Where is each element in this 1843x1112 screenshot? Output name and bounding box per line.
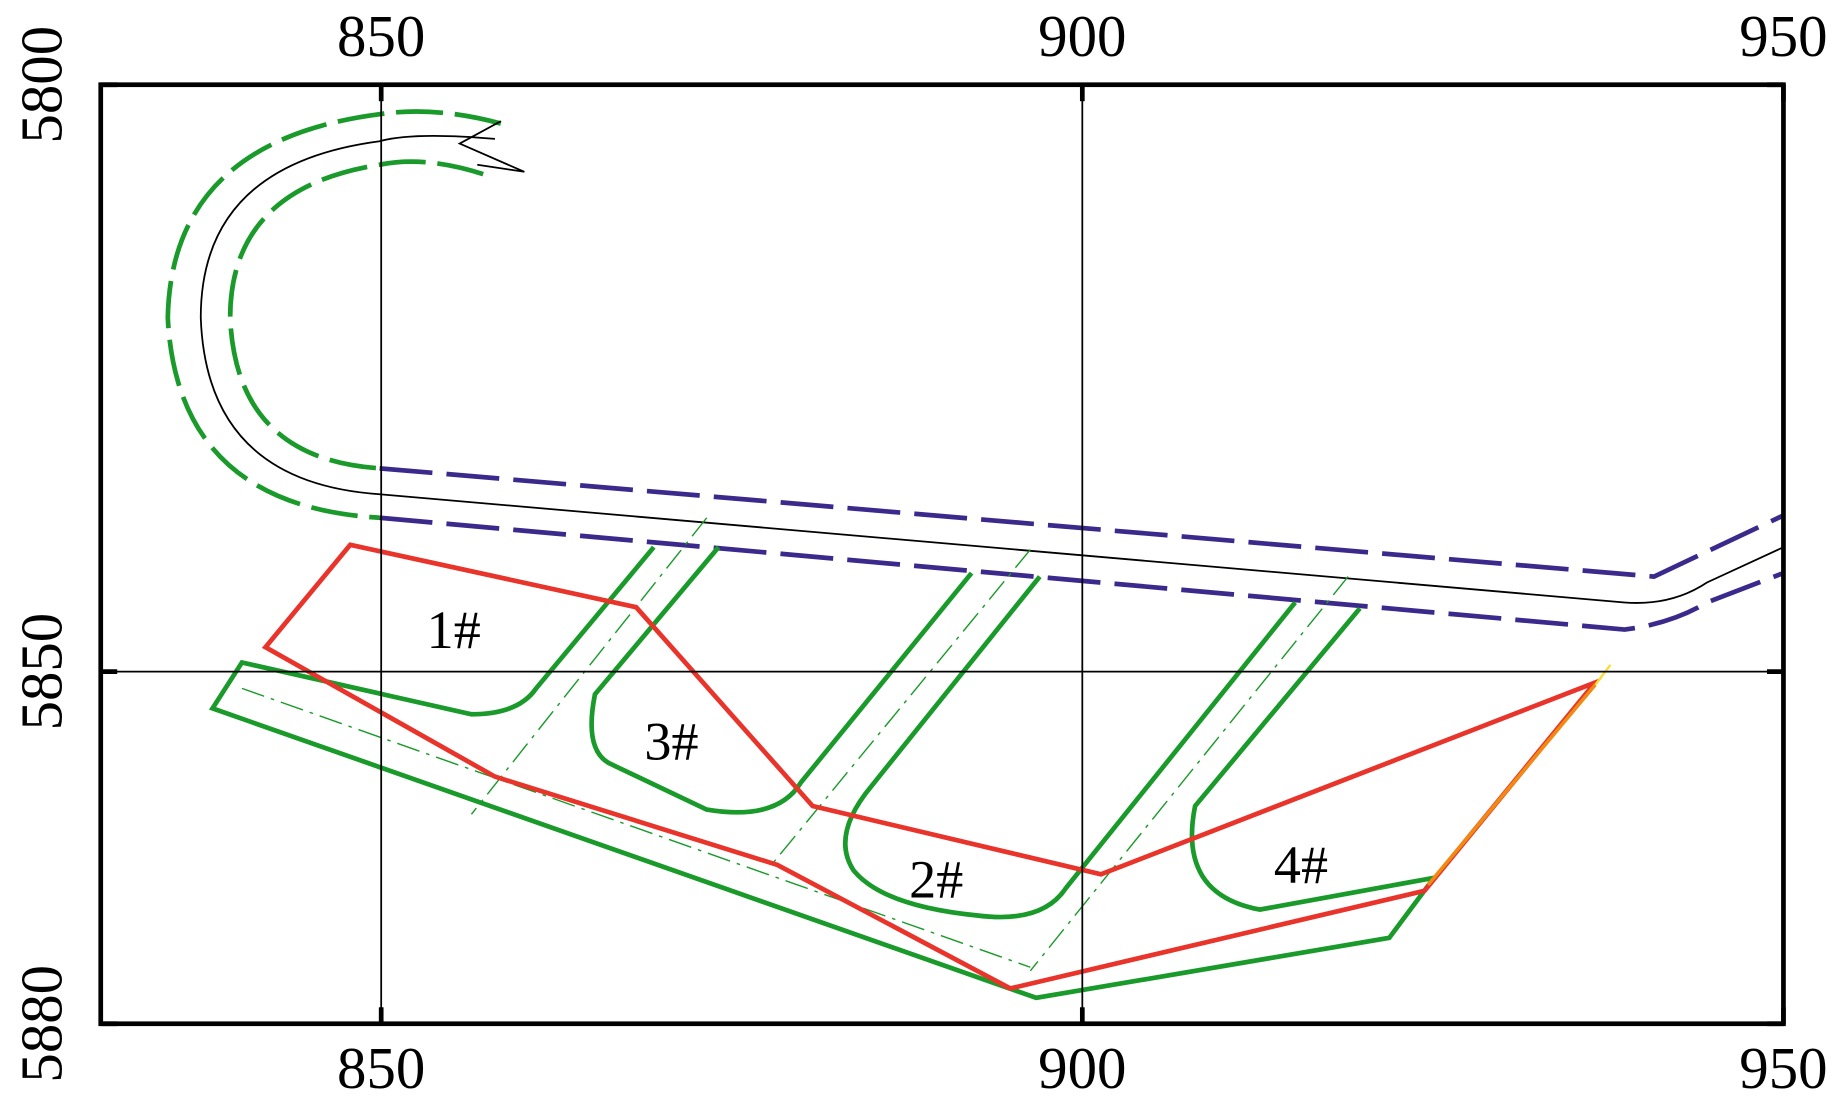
stope-outline xyxy=(589,545,974,815)
road-edge-outer xyxy=(165,109,502,521)
frame xyxy=(98,82,1786,1027)
axis-lines xyxy=(241,517,1349,972)
center-line xyxy=(1029,576,1349,972)
x-tick-label: 950 xyxy=(1739,4,1827,69)
y-tick-label: 5850 xyxy=(9,613,74,731)
boundary xyxy=(261,542,1603,991)
zone-label: 1# xyxy=(427,600,481,660)
boundary-tip xyxy=(1594,664,1612,686)
zone-label: 2# xyxy=(909,849,963,909)
y-tick-label: 5880 xyxy=(9,965,74,1083)
boundary-edge xyxy=(1426,683,1597,887)
road-edge-lower xyxy=(379,515,1785,632)
stope-outline xyxy=(842,575,1297,920)
zone-label: 3# xyxy=(644,712,698,772)
road-centerline xyxy=(199,134,1784,604)
road-end xyxy=(457,120,525,173)
road xyxy=(165,109,1785,632)
center-line xyxy=(470,517,708,815)
center-line xyxy=(770,549,1031,866)
x-tick-label: 850 xyxy=(337,4,425,69)
center-line xyxy=(241,687,1031,968)
y-tick-label: 5800 xyxy=(9,26,74,144)
road-edge-upper xyxy=(379,465,1785,579)
x-tick-label: 900 xyxy=(1038,4,1126,69)
x-tick-label: 850 xyxy=(337,1036,425,1101)
x-tick-label: 950 xyxy=(1739,1036,1827,1101)
zone-label: 4# xyxy=(1274,835,1328,895)
x-tick-label: 900 xyxy=(1038,1036,1126,1101)
road-edge-inner xyxy=(227,159,484,471)
